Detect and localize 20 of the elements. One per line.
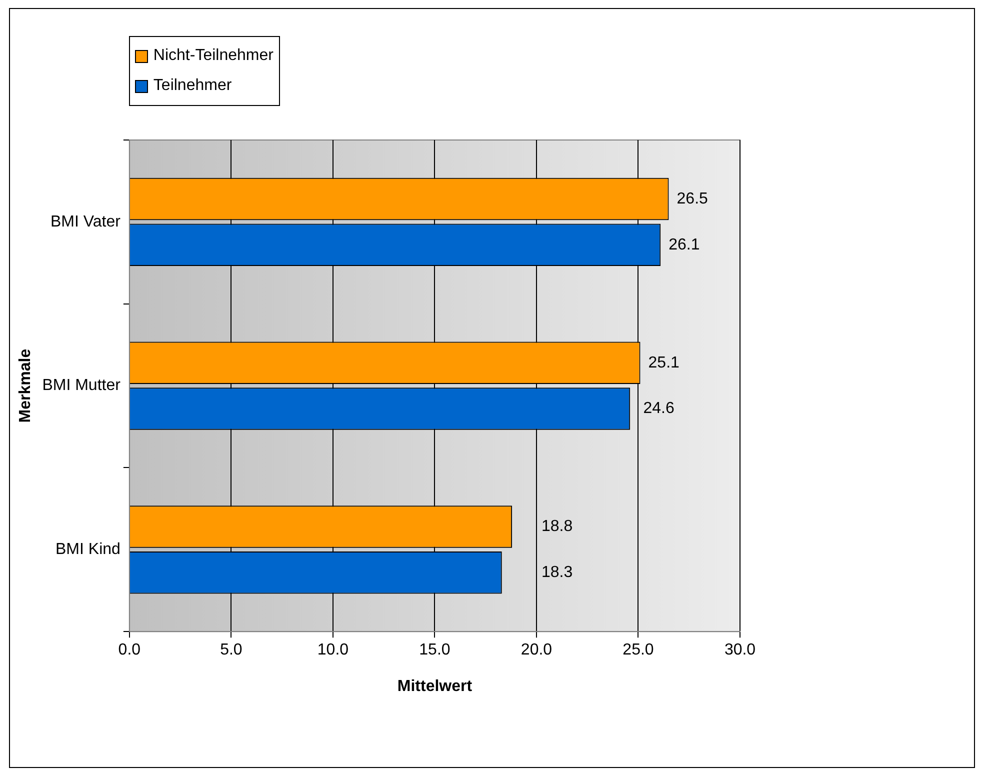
x-tick-label: 5.0 [220,642,242,659]
data-label: 26.5 [676,190,708,208]
legend-label: Teilnehmer [153,77,232,95]
x-axis-title: Mittelwert [397,678,473,695]
y-tick-label: BMI Vater [50,213,122,230]
x-tick-label: 15.0 [419,642,450,659]
legend-label: Nicht-Teilnehmer [153,47,274,65]
data-label: 18.3 [541,564,573,582]
data-label: 18.8 [541,518,573,536]
x-tick-label: 0.0 [118,642,141,659]
y-tick-label: BMI Kind [56,541,120,558]
x-tick-label: 25.0 [622,642,654,659]
data-label: 25.1 [648,354,680,372]
y-axis-title: Merkmale [17,348,34,423]
x-tick-label: 30.0 [724,642,756,659]
y-tick-label: BMI Mutter [42,377,122,394]
x-tick-label: 10.0 [317,642,349,659]
data-label: 26.1 [668,236,700,254]
data-label: 24.6 [643,400,674,418]
x-tick-label: 20.0 [520,642,552,659]
